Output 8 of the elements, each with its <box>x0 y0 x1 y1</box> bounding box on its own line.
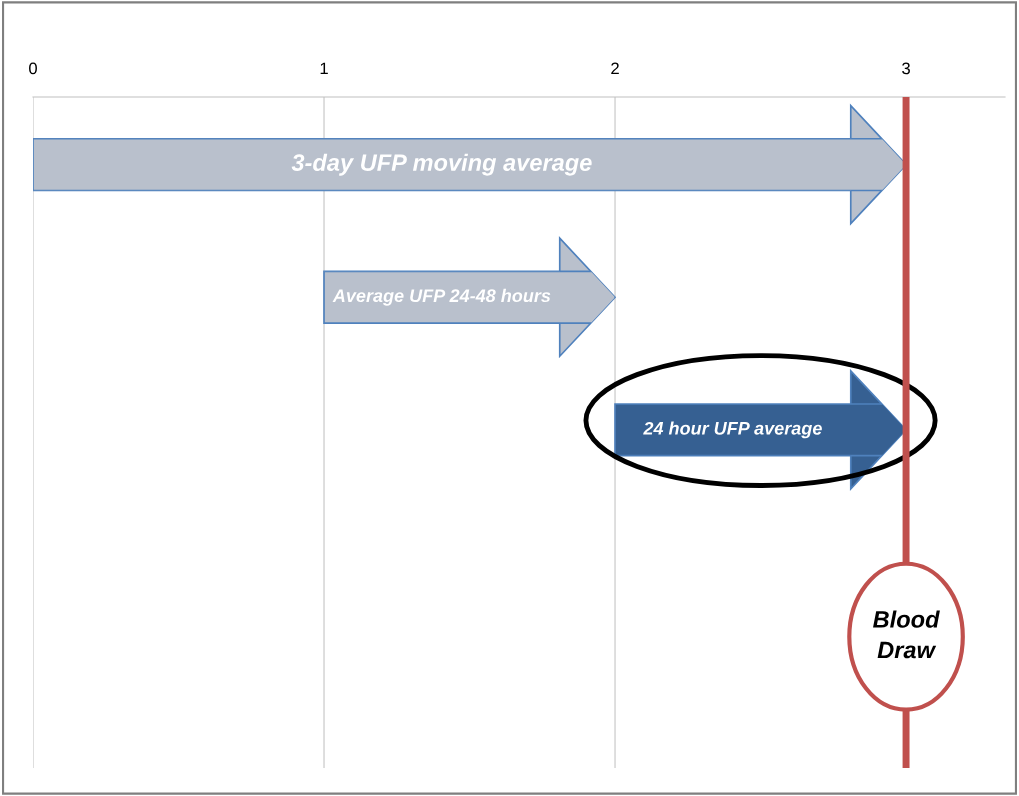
x-tick-label: 3 <box>902 62 910 75</box>
x-tick-label: 0 <box>29 62 37 75</box>
y-tick-label: 24 hour UFP average <box>643 421 822 439</box>
x-tick-label: 2 <box>611 62 619 75</box>
y-tick-label: Average UFP 24-48 hours <box>332 288 551 306</box>
ref-line-label: Blood Draw <box>873 610 940 659</box>
y-tick-label: 3-day UFP moving average <box>291 153 592 176</box>
x-tick-label: 1 <box>320 62 328 75</box>
